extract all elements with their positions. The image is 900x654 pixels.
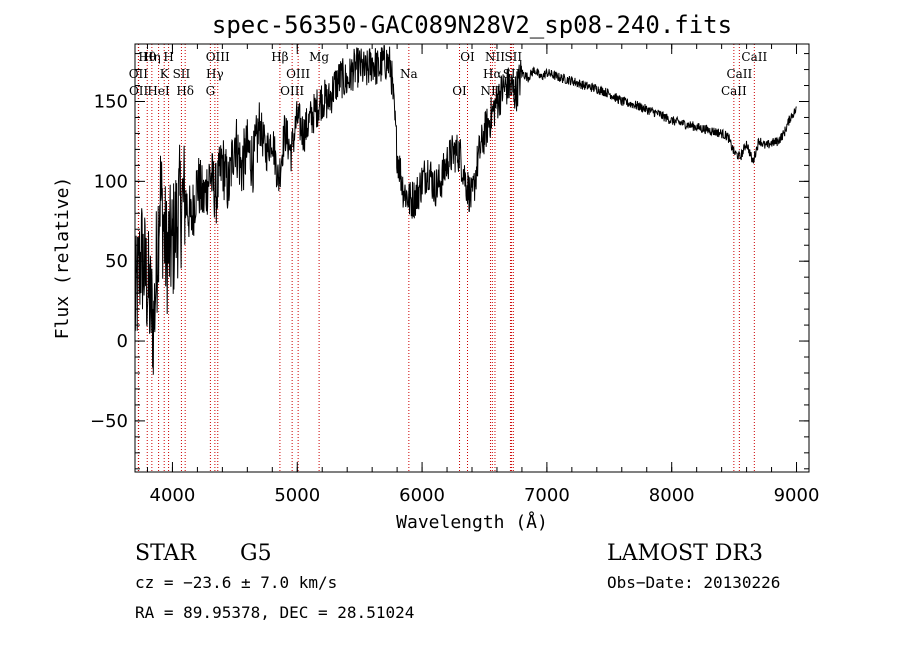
y-tick-label: 150: [94, 91, 128, 112]
x-tick-label: 7000: [524, 485, 570, 506]
spectral-line-label: OIII: [280, 84, 304, 98]
redshift-text: cz = −23.6 ± 7.0 km/s: [135, 573, 337, 592]
survey-name: LAMOST DR3: [607, 541, 763, 566]
x-tick-label: 4000: [150, 485, 196, 506]
spectral-line-label: Mg: [309, 50, 329, 64]
x-tick-label: 6000: [399, 485, 445, 506]
flux-series-line: [134, 45, 797, 375]
spectral-line-label: Hβ: [271, 50, 288, 64]
spectral-line-label: H: [163, 50, 173, 64]
spectral-line-label: Hα: [483, 67, 502, 81]
spectral-line-markers: [137, 44, 755, 472]
spectral-line-label: OII: [129, 67, 149, 81]
plot-frame: [134, 43, 810, 473]
y-tick-label: 100: [94, 171, 128, 192]
spectral-line-label: Na: [400, 67, 418, 81]
spectral-line-label: NII: [485, 50, 505, 64]
coordinates-text: RA = 89.95378, DEC = 28.51024: [135, 603, 414, 622]
spectral-line-label: Hδ: [176, 84, 194, 98]
x-tick-label: 5000: [274, 485, 320, 506]
series-layer: [134, 45, 797, 375]
y-tick-label: 0: [117, 331, 128, 352]
spectral-line-label: OII: [129, 84, 149, 98]
spectral-line-label: Hθ: [138, 50, 156, 64]
x-tick-label: 9000: [774, 485, 820, 506]
spectral-line-label: OIII: [206, 50, 230, 64]
spectral-line-label: HeI: [147, 84, 170, 98]
spectral-line-label: NII: [480, 84, 500, 98]
x-tick-label: 8000: [649, 485, 695, 506]
y-axis-title: Flux (relative): [52, 177, 73, 340]
spectral-line-label: SII: [503, 67, 521, 81]
spectral-line-label: K: [160, 67, 170, 81]
spectral-line-label: OI: [452, 84, 467, 98]
x-axis: 4000 5000 6000 7000 8000 9000: [146, 44, 820, 506]
spectral-line-label: CaII: [726, 67, 752, 81]
spectral-line-label: CaII: [741, 50, 767, 64]
object-subclass: G5: [240, 541, 272, 566]
chart-title: spec-56350-GAC089N28V2_sp08-240.fits: [212, 11, 732, 39]
spectral-line-label: Hη: [143, 50, 161, 64]
y-axis: −50 0 50 100 150: [90, 53, 809, 470]
spectral-line-label: CaII: [721, 84, 747, 98]
spectral-line-label: G: [206, 84, 216, 98]
spectral-line-labels: HθOIIOIIHηKHeIHSIIHδOIIIHγGHβOIIIOIIIMgN…: [129, 50, 768, 98]
object-class: STAR: [135, 541, 197, 566]
spectral-line-label: OI: [460, 50, 475, 64]
spectral-line-label: SII: [504, 50, 522, 64]
spectral-line-label: Li: [505, 84, 517, 98]
y-tick-label: −50: [90, 411, 128, 432]
y-tick-label: 50: [105, 251, 128, 272]
spectral-line-label: Hγ: [206, 67, 224, 81]
spectral-line-label: SII: [173, 67, 191, 81]
obs-date-text: Obs−Date: 20130226: [607, 573, 780, 592]
x-axis-title: Wavelength (Å): [396, 511, 548, 533]
spectral-line-label: OIII: [286, 67, 310, 81]
